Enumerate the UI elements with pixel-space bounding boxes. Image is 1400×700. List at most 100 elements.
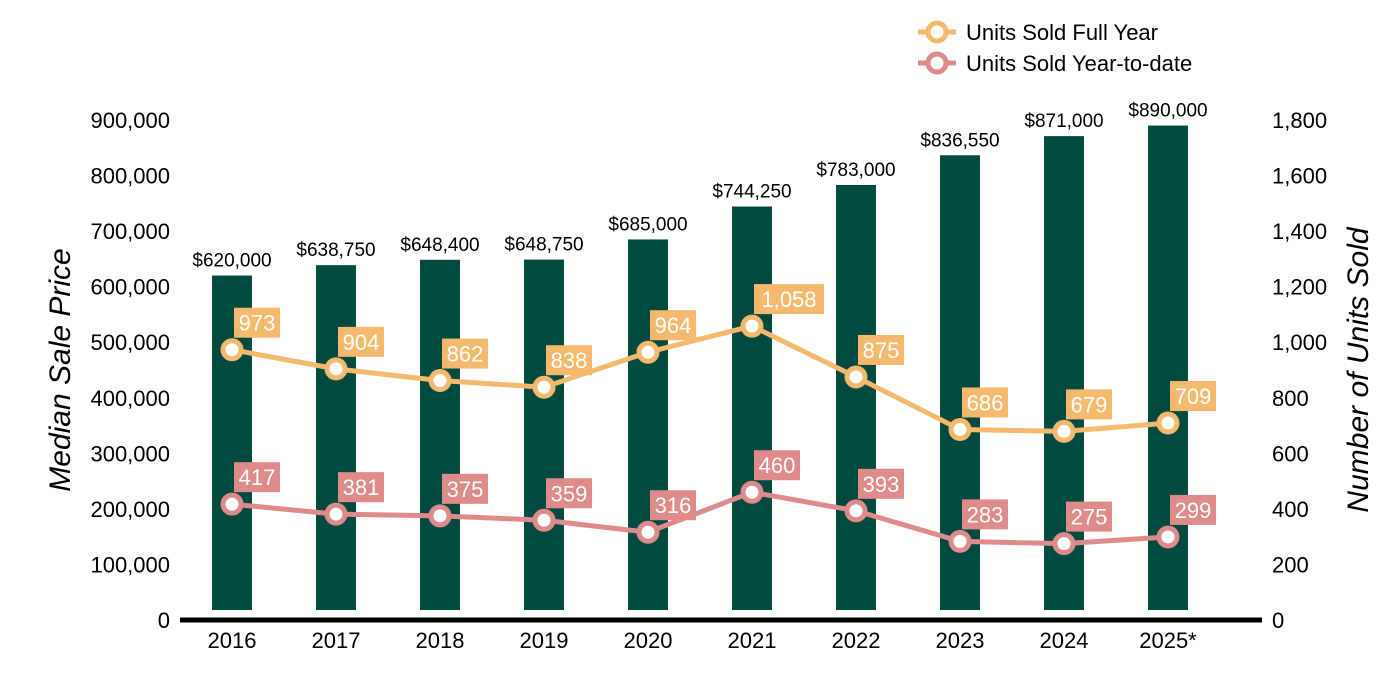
y2-tick-label: 600 — [1272, 441, 1309, 466]
x-tick-label: 2024 — [1040, 628, 1089, 653]
y2-tick-label: 800 — [1272, 386, 1309, 411]
legend-item: Units Sold Year-to-date — [918, 51, 1192, 76]
x-tick-label: 2025* — [1139, 628, 1197, 653]
x-tick-label: 2017 — [312, 628, 361, 653]
line-series: 973 904 862 838 964 1,058 875 686 679 709 417 381 37… — [220, 284, 1216, 556]
y2-tick-label: 1,200 — [1272, 275, 1327, 300]
data-point — [948, 417, 972, 441]
data-label-box — [754, 450, 800, 481]
x-tick-label: 2022 — [832, 628, 881, 653]
bar-value-label: $648,750 — [504, 235, 583, 256]
y2-tick-label: 1,600 — [1272, 164, 1327, 189]
data-label: 393 — [863, 472, 900, 497]
data-label: 709 — [1175, 384, 1212, 409]
y-tick-label: 100,000 — [90, 552, 170, 577]
data-label-box — [962, 387, 1008, 418]
y2-tick-label: 200 — [1272, 552, 1309, 577]
bar-value-label: $648,400 — [400, 235, 479, 256]
y-tick-label: 700,000 — [90, 219, 170, 244]
data-label: 283 — [967, 502, 1004, 527]
bar-labels: $620,000 $638,750 $648,400 $648,750 $685,000… — [192, 101, 1207, 272]
data-label: 679 — [1071, 392, 1108, 417]
data-point — [740, 480, 764, 504]
x-tick-label: 2023 — [936, 628, 985, 653]
data-label-box — [858, 468, 904, 499]
data-label-box — [650, 490, 696, 521]
data-label: 838 — [551, 348, 588, 373]
bar-value-label: $871,000 — [1024, 111, 1103, 132]
bar-value-label: $744,250 — [712, 182, 791, 203]
data-label: 875 — [863, 338, 900, 363]
data-label: 381 — [343, 475, 380, 500]
data-label-box — [650, 310, 696, 341]
data-point — [1156, 411, 1180, 435]
data-label: 964 — [655, 313, 692, 338]
data-label-box — [1170, 494, 1216, 525]
data-label-box — [338, 326, 384, 357]
y-tick-label: 900,000 — [90, 108, 170, 133]
bar — [420, 259, 460, 610]
bar-value-label: $783,000 — [816, 160, 895, 181]
data-point — [948, 529, 972, 553]
legend-label: Units Sold Year-to-date — [966, 51, 1192, 76]
series-line — [229, 489, 1171, 547]
bar-value-label: $685,000 — [608, 214, 687, 235]
bar — [732, 206, 772, 610]
data-label: 686 — [967, 390, 1004, 415]
bar-value-label: $890,000 — [1128, 101, 1207, 122]
data-label: 359 — [551, 481, 588, 506]
data-label-box — [754, 284, 824, 315]
data-label-box — [546, 478, 592, 509]
y-axis-right: 0 200 400 600 800 1,000 1,200 1,400 1,600 1,800 — [1272, 108, 1327, 633]
x-tick-label: 2018 — [416, 628, 465, 653]
y-tick-label: 600,000 — [90, 275, 170, 300]
data-point — [428, 369, 452, 393]
data-point — [532, 375, 556, 399]
bar-value-label: $620,000 — [192, 251, 271, 272]
x-tick-label: 2020 — [624, 628, 673, 653]
x-tick-label: 2021 — [728, 628, 777, 653]
y2-tick-label: 1,800 — [1272, 108, 1327, 133]
legend: Units Sold Full Year Units Sold Year-to-d… — [918, 20, 1192, 76]
data-point — [532, 508, 556, 532]
data-label: 316 — [655, 493, 692, 518]
data-point — [844, 365, 868, 389]
y2-tick-label: 0 — [1272, 608, 1284, 633]
legend-swatch-marker — [925, 20, 949, 44]
data-point — [324, 357, 348, 381]
data-label-box — [546, 345, 592, 376]
data-point — [220, 492, 244, 516]
x-tick-label: 2016 — [208, 628, 257, 653]
y-axis-left: 0 100,000 200,000 300,000 400,000 500,000 600,… — [90, 108, 170, 633]
data-point — [1156, 525, 1180, 549]
x-axis: 2016 2017 2018 2019 2020 2021 2022 2023 2024 2025… — [208, 628, 1198, 653]
x-tick-label: 2019 — [520, 628, 569, 653]
data-label-box — [234, 307, 280, 338]
bar — [524, 259, 564, 610]
y-tick-label: 800,000 — [90, 164, 170, 189]
data-label-box — [338, 472, 384, 503]
line-series-year-to-date: 417 381 375 359 316 460 393 283 275 299 — [220, 450, 1216, 556]
data-label-box — [234, 462, 280, 493]
bar — [628, 239, 668, 610]
y2-tick-label: 1,400 — [1272, 219, 1327, 244]
y-tick-label: 500,000 — [90, 330, 170, 355]
data-label: 299 — [1175, 498, 1212, 523]
data-label: 460 — [759, 453, 796, 478]
data-label: 375 — [447, 477, 484, 502]
data-point — [220, 338, 244, 362]
data-point — [844, 499, 868, 523]
y-tick-label: 400,000 — [90, 386, 170, 411]
data-point — [1052, 419, 1076, 443]
data-label-box — [1170, 381, 1216, 412]
data-point — [636, 520, 660, 544]
data-label-box — [1066, 389, 1112, 420]
data-point — [1052, 532, 1076, 556]
data-label-box — [442, 473, 488, 504]
bar-series — [212, 125, 1188, 611]
data-label: 275 — [1071, 505, 1108, 530]
y-tick-label: 300,000 — [90, 441, 170, 466]
data-point — [740, 314, 764, 338]
y2-axis-title: Number of Units Sold — [1342, 226, 1375, 512]
bar-value-label: $836,550 — [920, 130, 999, 151]
